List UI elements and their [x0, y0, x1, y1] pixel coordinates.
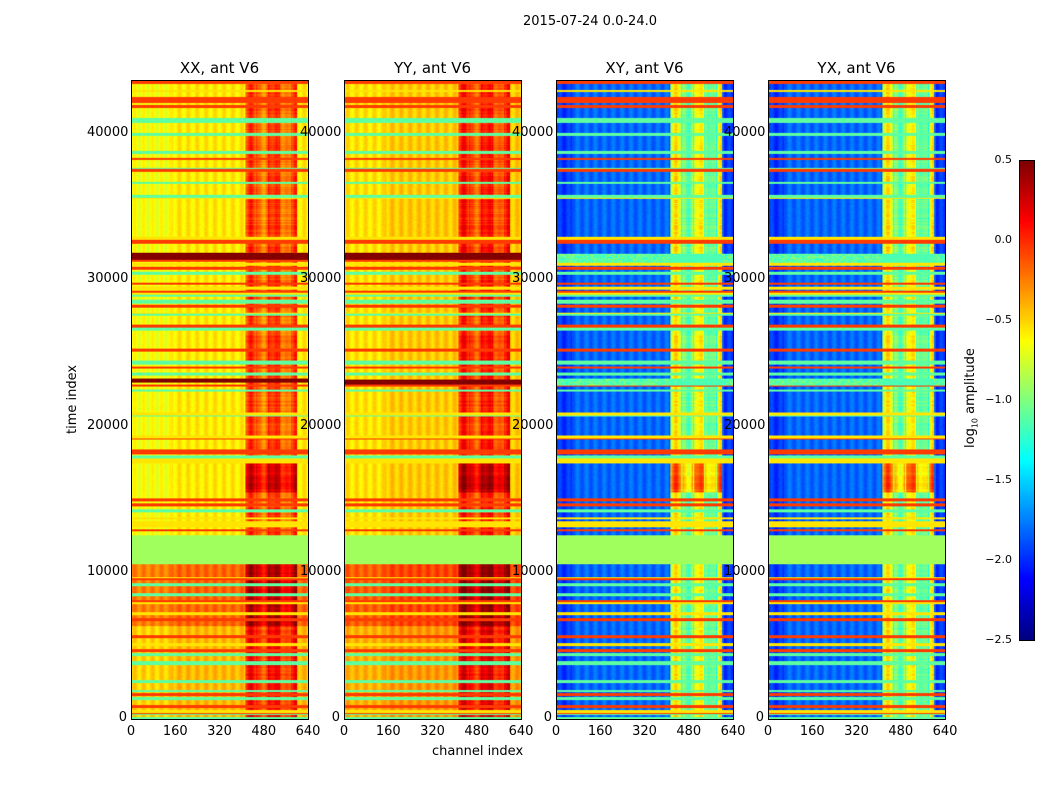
colorbar	[1019, 160, 1035, 641]
x-tick-label: 480	[676, 724, 702, 739]
y-tick-label: 10000	[300, 563, 342, 579]
y-tick-label: 20000	[87, 417, 129, 433]
y-tick-label: 30000	[87, 271, 129, 287]
x-axis-label: channel index	[432, 744, 524, 759]
colorbar-tick-label: −2.0	[985, 553, 1012, 566]
y-tick-label: 30000	[300, 271, 342, 287]
x-tick-label: 320	[207, 724, 232, 739]
figure-title: 2015-07-24 0.0-24.0	[523, 14, 657, 29]
x-tick-label: 160	[587, 724, 613, 739]
x-tick-label: 480	[464, 724, 490, 739]
x-tick-label: 0	[339, 724, 349, 739]
y-tick-label: 0	[543, 710, 552, 725]
x-tick-label: 320	[632, 724, 657, 739]
x-tick-label: 480	[251, 724, 277, 739]
x-tick-label: 640	[295, 724, 321, 739]
panel-title: XY, ant V6	[605, 59, 684, 77]
colorbar-tick-label: −0.5	[985, 313, 1012, 326]
y-tick-label: 40000	[300, 125, 342, 140]
x-tick-label: 160	[375, 724, 401, 739]
x-tick-label: 480	[888, 724, 914, 739]
y-tick-label: 30000	[512, 271, 554, 287]
colorbar-tick-label: −1.5	[985, 473, 1012, 486]
x-tick-label: 0	[551, 724, 561, 739]
y-tick-label: 20000	[724, 417, 766, 433]
x-tick-label: 640	[932, 724, 958, 739]
colorbar-tick-label: 0.0	[994, 233, 1013, 246]
heatmap-yx	[768, 80, 946, 720]
heatmap-xy	[556, 80, 734, 720]
heatmap-xx	[131, 80, 309, 720]
x-tick-label: 0	[126, 724, 136, 739]
y-tick-label: 10000	[87, 563, 129, 579]
y-tick-label: 40000	[724, 125, 766, 140]
y-tick-label: 20000	[512, 417, 554, 433]
x-tick-label: 640	[508, 724, 534, 739]
colorbar-tick-label: −1.0	[985, 393, 1012, 406]
y-axis-label: time index	[65, 364, 80, 434]
x-tick-label: 160	[799, 724, 825, 739]
y-tick-label: 40000	[87, 125, 129, 140]
y-tick-label: 10000	[724, 563, 766, 579]
y-tick-label: 40000	[512, 125, 554, 140]
colorbar-label: log10 amplitude	[963, 348, 980, 448]
y-tick-label: 0	[118, 710, 127, 725]
panel-title: YX, ant V6	[817, 59, 896, 77]
y-tick-label: 20000	[300, 417, 342, 433]
y-tick-label: 0	[331, 710, 340, 725]
colorbar-tick-label: −2.5	[985, 633, 1012, 646]
panel-title: YY, ant V6	[393, 59, 471, 77]
heatmap-yy	[344, 80, 522, 720]
x-tick-label: 0	[763, 724, 773, 739]
y-tick-label: 10000	[512, 563, 554, 579]
x-tick-label: 320	[420, 724, 445, 739]
panel-title: XX, ant V6	[179, 59, 260, 77]
x-tick-label: 160	[162, 724, 188, 739]
x-tick-label: 320	[844, 724, 869, 739]
x-tick-label: 640	[720, 724, 746, 739]
colorbar-tick-label: 0.5	[994, 153, 1013, 166]
y-tick-label: 0	[755, 710, 764, 725]
y-tick-label: 30000	[724, 271, 766, 287]
